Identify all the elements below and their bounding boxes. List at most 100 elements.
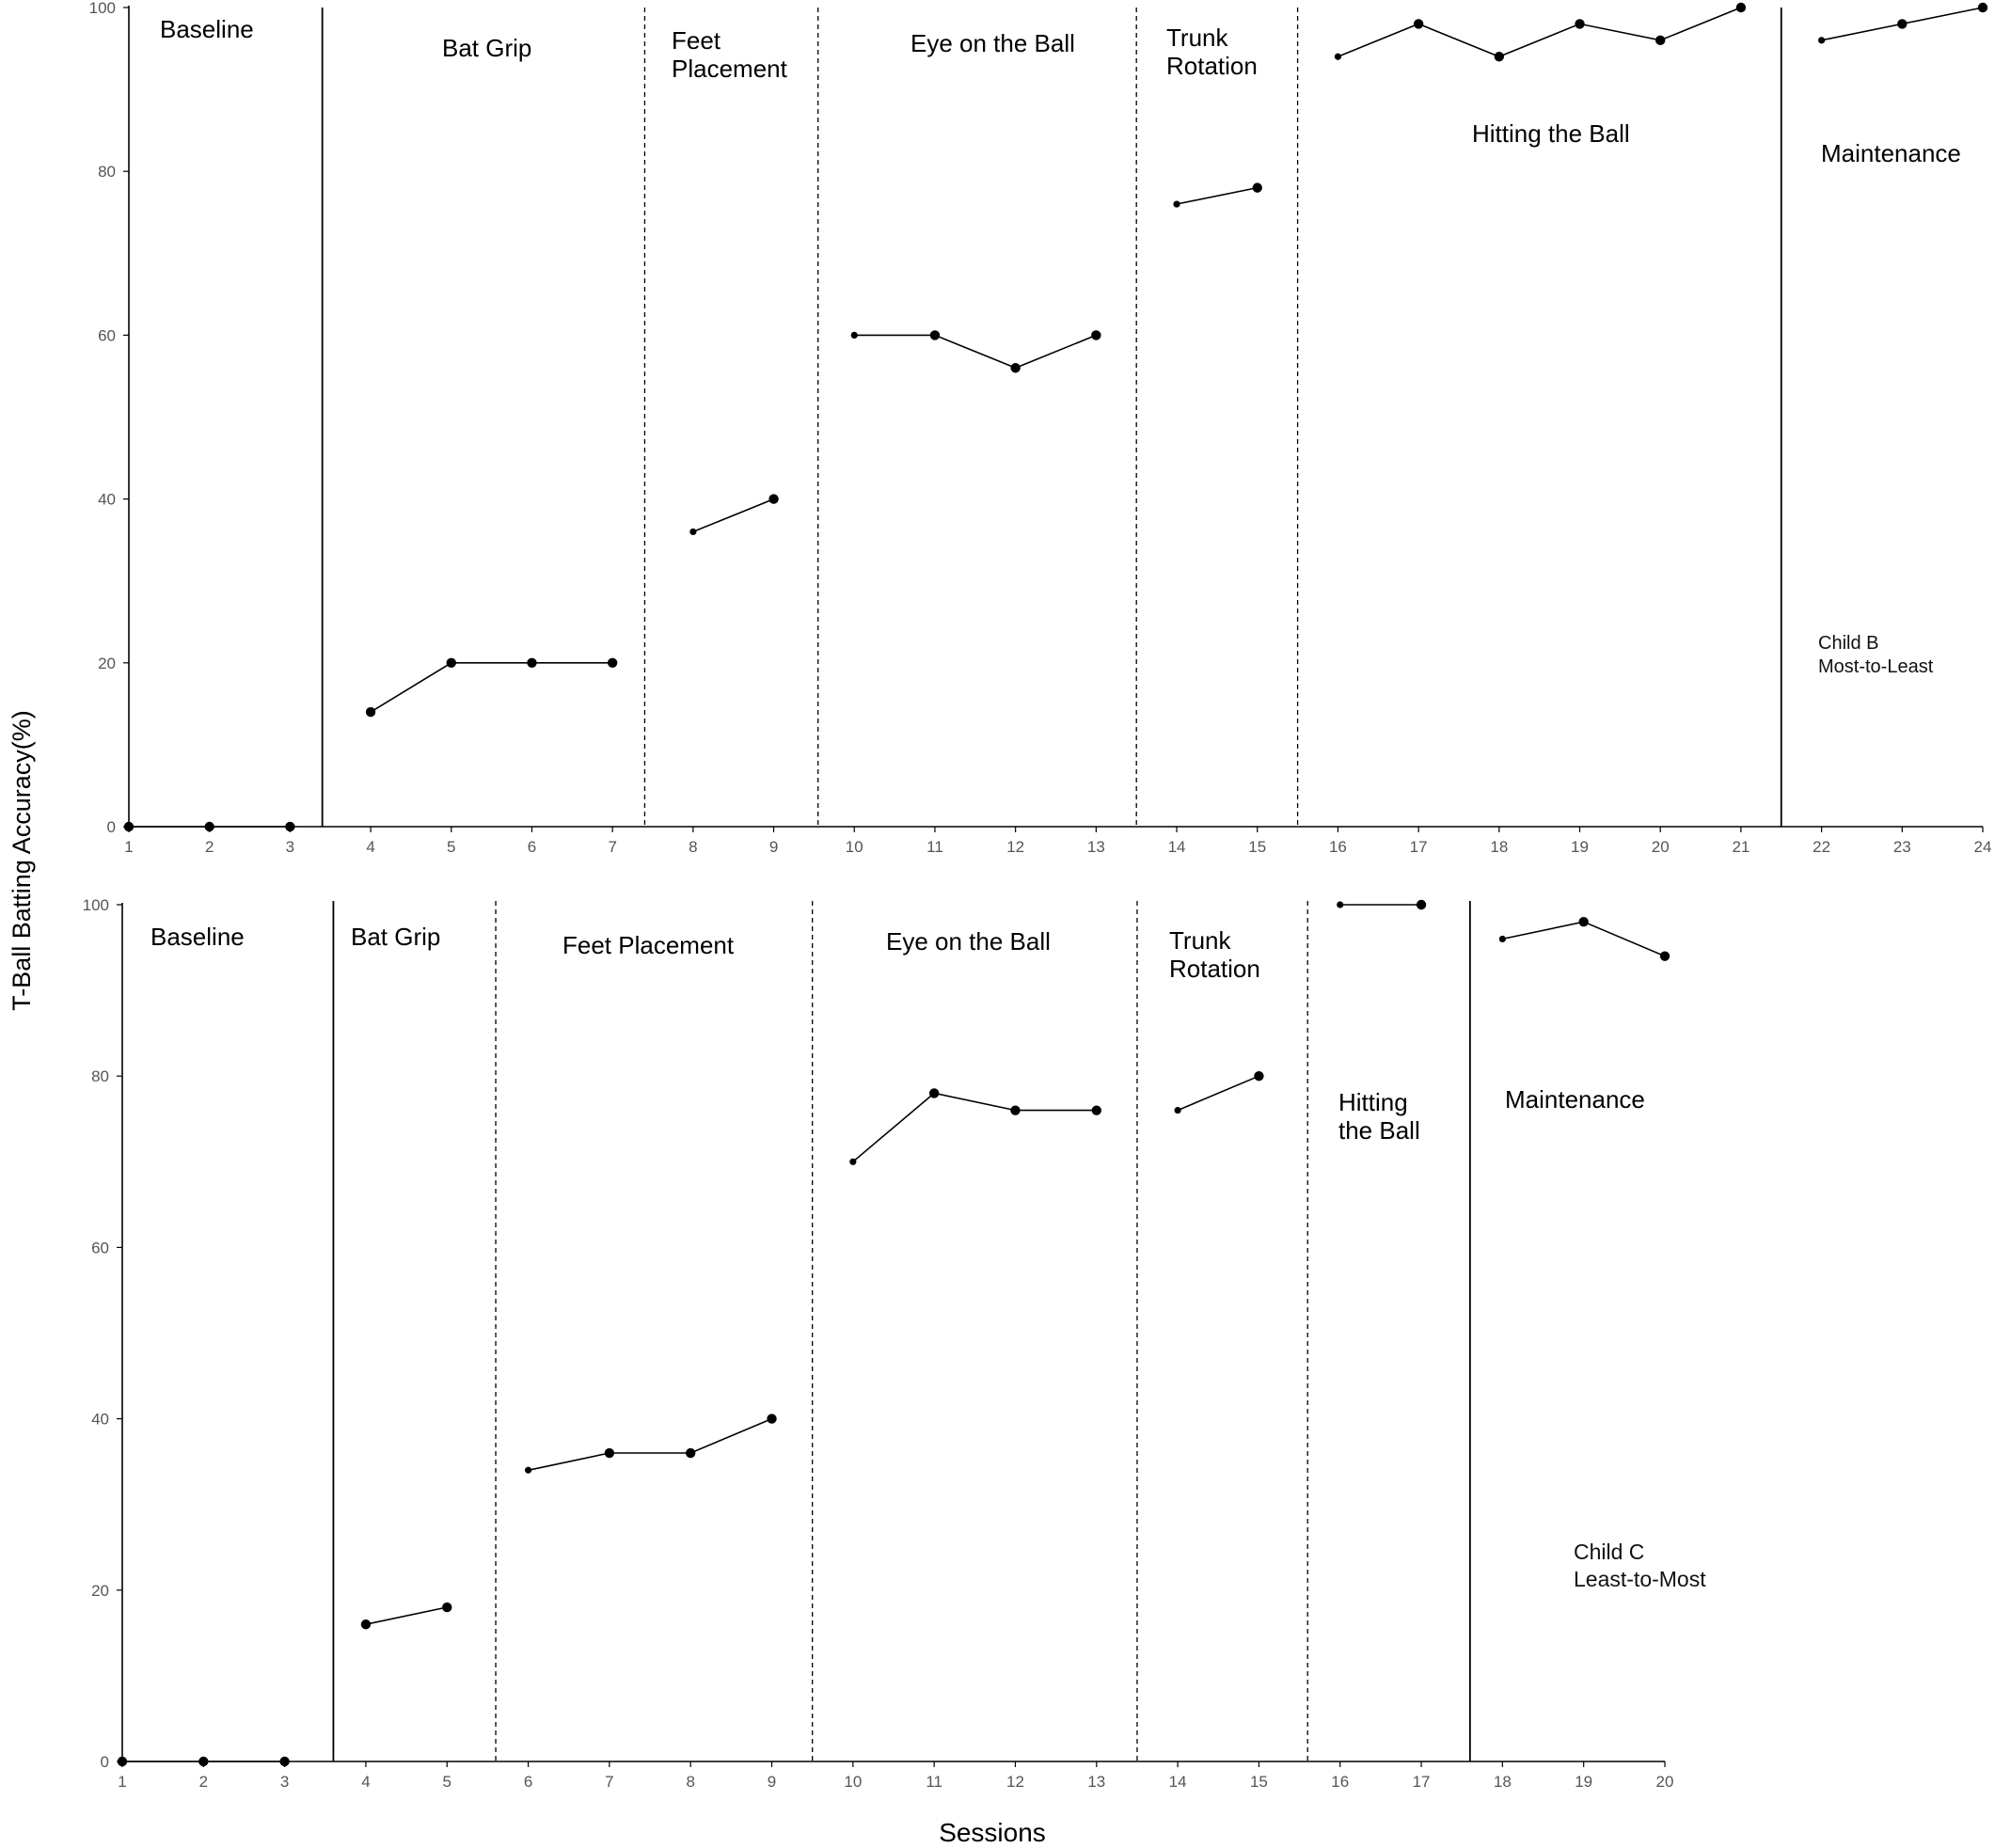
data-point <box>279 1756 290 1767</box>
phase-label-line: Eye on the Ball <box>886 927 1051 956</box>
data-point <box>607 657 618 668</box>
x-tick-label: 17 <box>1410 838 1428 856</box>
data-point <box>1413 19 1424 29</box>
data-point <box>1010 363 1021 373</box>
data-point <box>1174 1107 1181 1114</box>
participant-annotation: Child C Least-to-Most <box>1574 1540 1706 1591</box>
series-line <box>854 334 1097 370</box>
y-tick-label: 20 <box>98 655 116 672</box>
annotation-line: Least-to-Most <box>1574 1567 1706 1591</box>
y-tick-label: 100 <box>83 896 109 914</box>
data-point <box>1091 1105 1101 1115</box>
phase-label: Maintenance <box>1505 1085 1645 1114</box>
x-tick-label: 18 <box>1494 1773 1512 1791</box>
x-tick-label: 11 <box>926 838 943 856</box>
data-point <box>1578 917 1589 927</box>
x-tick-label: 6 <box>524 1773 532 1791</box>
phase-label: Feet Placement <box>672 26 788 83</box>
phase-label-line: Maintenance <box>1505 1085 1645 1114</box>
participant-annotation: Child B Most-to-Least <box>1818 633 1934 677</box>
y-tick-label: 0 <box>101 1753 109 1771</box>
data-point <box>360 1619 372 1630</box>
data-point <box>446 657 456 668</box>
phase-label-line: Eye on the Ball <box>910 29 1075 57</box>
x-tick-label: 21 <box>1732 838 1750 856</box>
series-line <box>528 1417 772 1472</box>
series-line <box>365 1606 448 1625</box>
phase-label: Hitting the Ball <box>1472 119 1630 148</box>
phase-label-line: the Ball <box>1338 1116 1420 1145</box>
annotation-line: Child B <box>1818 633 1878 654</box>
x-tick-label: 12 <box>1006 838 1024 856</box>
y-tick-label: 20 <box>91 1582 109 1600</box>
data-point <box>1659 951 1670 961</box>
y-tick-label: 100 <box>89 0 116 17</box>
data-point <box>1655 35 1666 46</box>
data-point <box>1575 19 1585 29</box>
x-tick-label: 5 <box>447 838 455 856</box>
data-point <box>1897 19 1908 29</box>
data-point <box>1010 1105 1021 1115</box>
phase-label-line: Feet <box>672 26 721 55</box>
x-tick-label: 19 <box>1571 838 1589 856</box>
x-tick-label: 14 <box>1169 1773 1187 1791</box>
x-tick-label: 22 <box>1813 838 1830 856</box>
x-tick-label: 2 <box>205 838 214 856</box>
x-tick-label: 15 <box>1248 838 1266 856</box>
y-tick-label: 60 <box>91 1239 109 1256</box>
x-tick-label: 7 <box>605 1773 613 1791</box>
data-point <box>768 494 779 504</box>
x-tick-label: 13 <box>1087 838 1105 856</box>
phase-label: Hitting the Ball <box>1338 1088 1420 1145</box>
x-tick-label: 6 <box>528 838 536 856</box>
data-point <box>1494 52 1505 62</box>
x-tick-label: 11 <box>926 1773 942 1791</box>
phase-label-line: Maintenance <box>1821 139 1961 167</box>
x-tick-label: 10 <box>846 838 863 856</box>
phase-label-line: Bat Grip <box>442 34 531 62</box>
data-point <box>1254 1071 1264 1082</box>
data-point <box>1498 935 1506 943</box>
x-tick-label: 16 <box>1329 838 1347 856</box>
data-point <box>1334 53 1342 60</box>
y-tick-label: 80 <box>91 1067 109 1085</box>
x-tick-label: 18 <box>1490 838 1508 856</box>
data-point <box>849 1158 857 1165</box>
x-axis-title: Sessions <box>939 1818 1046 1847</box>
phase-label-line: Baseline <box>150 923 245 951</box>
phase-label: Trunk Rotation <box>1166 24 1258 80</box>
data-point <box>604 1447 615 1459</box>
y-tick-label: 80 <box>98 163 116 181</box>
y-axis-title: T-Ball Batting Accuracy(%) <box>8 710 36 1011</box>
phase-label: Trunk Rotation <box>1169 926 1260 983</box>
phase-label: Bat Grip <box>351 923 440 951</box>
x-tick-label: 20 <box>1656 1773 1674 1791</box>
x-tick-label: 15 <box>1250 1773 1268 1791</box>
phase-label: Baseline <box>150 923 245 951</box>
data-point <box>767 1414 777 1424</box>
data-point <box>198 1756 209 1767</box>
data-point <box>1977 2 1988 13</box>
x-tick-label: 5 <box>443 1773 451 1791</box>
x-tick-label: 20 <box>1652 838 1670 856</box>
x-tick-label: 3 <box>286 838 294 856</box>
phase-label: Maintenance <box>1821 139 1961 167</box>
y-tick-label: 0 <box>107 818 116 836</box>
phase-label-line: Feet Placement <box>562 931 735 959</box>
y-tick-label: 40 <box>98 491 116 509</box>
phase-label-line: Placement <box>672 55 788 83</box>
x-tick-label: 1 <box>124 838 133 856</box>
x-tick-label: 10 <box>844 1773 862 1791</box>
series-line <box>370 661 613 713</box>
y-tick-label: 60 <box>98 326 116 344</box>
data-point <box>524 1466 532 1474</box>
x-tick-label: 16 <box>1331 1773 1349 1791</box>
phase-label: Baseline <box>160 15 254 43</box>
x-tick-label: 14 <box>1168 838 1186 856</box>
phase-label: Bat Grip <box>442 34 531 62</box>
phase-label-line: Hitting the Ball <box>1472 119 1630 148</box>
data-point <box>365 706 376 718</box>
phase-label-line: Trunk <box>1169 926 1231 955</box>
